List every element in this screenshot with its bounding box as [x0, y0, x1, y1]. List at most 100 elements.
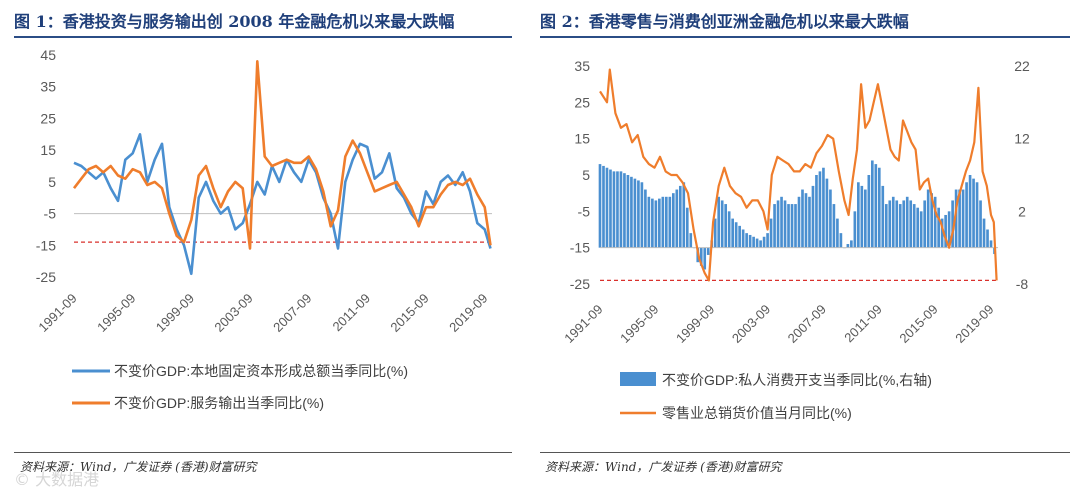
y-tick-label: -5 [578, 203, 591, 219]
bar [720, 200, 724, 248]
bar [947, 211, 951, 248]
bar [612, 171, 616, 248]
legend-label: 不变价GDP:本地固定资本形成总额当季同比(%) [114, 363, 408, 379]
x-tick-label: 2007-09 [270, 291, 314, 335]
legend-label: 零售业总销货价值当月同比(%) [662, 405, 852, 421]
x-tick-label: 2007-09 [785, 302, 829, 346]
watermark: © 大数据港 [14, 470, 100, 489]
bar [954, 189, 958, 248]
bar [616, 171, 619, 248]
bar [944, 214, 947, 248]
bar [951, 200, 954, 248]
x-tick-label: 2015-09 [387, 291, 431, 335]
bar [734, 222, 738, 248]
bar [605, 167, 609, 248]
bar [979, 200, 982, 248]
bar [794, 204, 797, 248]
x-tick-label: 1995-09 [94, 291, 138, 335]
bar [783, 200, 787, 248]
y-tick-label: -15 [36, 237, 56, 253]
figure-2-title: 图 2：香港零售与消费创亚洲金融危机以来最大跌幅 [540, 12, 909, 31]
bar [930, 193, 933, 248]
bar [818, 171, 822, 248]
bar [937, 207, 940, 248]
legend-label: 不变价GDP:私人消费开支当季同比(%,右轴) [662, 372, 932, 388]
bar [905, 196, 909, 248]
figure-1-title: 图 1：香港投资与服务输出创 2008 年金融危机以来最大跌幅 [14, 12, 455, 31]
bar [811, 185, 815, 248]
legend-label: 不变价GDP:服务输出当季同比(%) [114, 395, 324, 411]
bar [699, 247, 703, 266]
bar [902, 200, 906, 248]
bar [748, 234, 752, 248]
bar [647, 196, 651, 248]
series-line-fixed-capital [73, 133, 492, 276]
bar [651, 198, 654, 248]
x-tick-label: 1999-09 [673, 302, 717, 346]
y2-tick-label: 12 [1014, 131, 1030, 147]
bar [724, 204, 728, 248]
x-tick-label: 2011-09 [841, 302, 885, 346]
y-tick-label: 15 [574, 131, 590, 147]
bar [752, 236, 755, 248]
bar [895, 200, 899, 248]
y2-tick-label: 22 [1014, 58, 1030, 74]
bar [717, 196, 721, 248]
bar [933, 196, 937, 248]
bar [898, 204, 902, 248]
y2-tick-label: 2 [1018, 203, 1026, 219]
bar [860, 185, 864, 248]
bar [776, 200, 780, 248]
bar [706, 247, 710, 255]
bar [741, 229, 745, 248]
bar [989, 240, 993, 248]
bar [661, 196, 665, 248]
bar [678, 185, 682, 248]
x-tick-label: 1995-09 [617, 302, 661, 346]
bar [975, 182, 979, 248]
bar [787, 204, 790, 248]
bar [919, 211, 923, 248]
bar [671, 193, 675, 248]
bar [912, 204, 916, 248]
y-tick-label: 5 [582, 167, 590, 183]
x-tick-label: 2011-09 [329, 291, 373, 335]
bar [675, 189, 679, 248]
figure-1-title-rule [14, 36, 512, 38]
y-tick-label: 25 [40, 110, 56, 126]
legend-swatch [620, 372, 656, 386]
x-tick-label: 2015-09 [896, 302, 940, 346]
bar [633, 178, 637, 248]
bar [755, 238, 759, 248]
bar [689, 233, 693, 248]
bar [619, 171, 623, 248]
bar [874, 164, 878, 248]
bar [923, 200, 927, 248]
bar [822, 167, 825, 248]
x-tick-label: 1999-09 [153, 291, 197, 335]
bar [958, 189, 961, 248]
bar [982, 218, 986, 248]
chart-retail-and-consumption: 35 25 15 5 -5 -15 -25 22 12 2 -8 1991-09 1995-09 1999… [561, 58, 1030, 421]
bar [829, 189, 832, 248]
y2-tick-label: -8 [1016, 276, 1029, 292]
bar [916, 207, 920, 248]
bar [961, 189, 965, 248]
bar [790, 204, 794, 248]
bar [762, 236, 766, 248]
bar [808, 196, 811, 248]
y-tick-label: 5 [48, 174, 56, 190]
bar [846, 244, 850, 248]
bar [888, 200, 892, 248]
bar [986, 229, 989, 248]
bar [665, 196, 668, 248]
y-tick-label: 15 [40, 142, 56, 158]
y-tick-label: 35 [574, 58, 590, 74]
y-tick-label: -15 [570, 240, 590, 256]
bar [780, 196, 783, 248]
bar [766, 233, 769, 248]
bar [891, 196, 895, 248]
bar [832, 204, 836, 248]
bar [801, 189, 804, 248]
y-tick-label: 25 [574, 94, 590, 110]
